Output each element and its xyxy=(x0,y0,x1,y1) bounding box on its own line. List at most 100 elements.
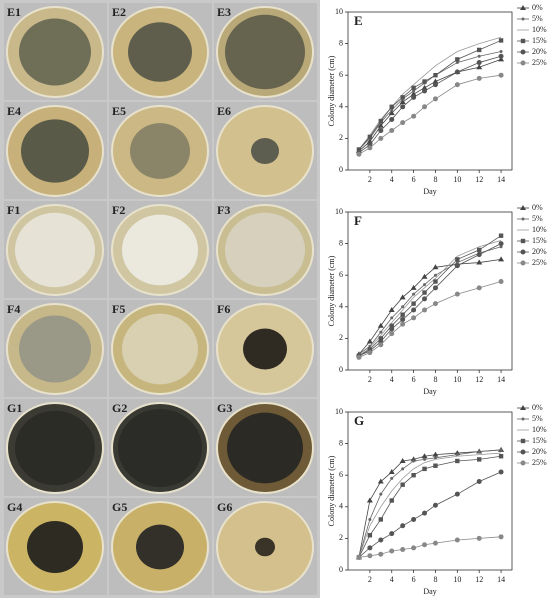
data-point xyxy=(432,96,438,102)
colony xyxy=(243,328,287,370)
legend-label: 0% xyxy=(532,3,543,12)
data-point xyxy=(356,354,362,360)
data-point xyxy=(399,294,406,300)
y-tick-label: 6 xyxy=(339,470,343,479)
legend-label: 0% xyxy=(532,403,543,412)
data-point xyxy=(412,292,416,296)
data-point xyxy=(433,463,438,468)
photo-label: E4 xyxy=(7,104,21,118)
data-point xyxy=(399,99,406,105)
data-point xyxy=(421,453,428,459)
legend-marker xyxy=(521,217,525,221)
data-point xyxy=(400,482,405,487)
y-tick-label: 8 xyxy=(339,238,343,247)
data-point xyxy=(400,316,406,322)
data-point xyxy=(400,95,405,100)
data-point xyxy=(432,78,439,84)
data-point xyxy=(378,135,384,141)
y-axis-label: Colony diameter (cm) xyxy=(327,255,336,326)
data-point xyxy=(422,88,428,94)
data-point xyxy=(454,69,460,75)
x-tick-label: 14 xyxy=(497,175,505,184)
data-point xyxy=(377,122,384,128)
data-point xyxy=(367,134,373,140)
data-point xyxy=(421,273,428,279)
colony xyxy=(27,520,83,574)
photo-label: F2 xyxy=(112,203,125,217)
data-point xyxy=(476,479,482,485)
photo-label: E2 xyxy=(112,5,126,19)
legend-marker xyxy=(520,438,526,444)
data-point xyxy=(400,104,406,110)
legend-marker xyxy=(520,449,526,455)
data-point xyxy=(400,321,406,327)
y-axis-label: Colony diameter (cm) xyxy=(327,455,336,526)
data-point xyxy=(389,104,394,109)
legend-marker xyxy=(520,405,526,410)
data-point xyxy=(454,291,460,297)
legend-label: 5% xyxy=(532,14,543,23)
x-tick-label: 12 xyxy=(475,375,483,384)
data-point xyxy=(433,279,438,284)
x-tick-label: 10 xyxy=(453,175,461,184)
data-point xyxy=(389,498,394,503)
data-point xyxy=(412,89,416,93)
data-point xyxy=(400,546,406,552)
data-point xyxy=(411,301,416,306)
y-tick-label: 2 xyxy=(339,133,343,142)
legend-marker xyxy=(520,38,526,44)
x-tick-label: 2 xyxy=(368,575,372,584)
photo-label: G6 xyxy=(217,500,232,514)
data-point xyxy=(476,60,482,66)
colony xyxy=(255,537,275,557)
y-tick-label: 2 xyxy=(339,533,343,542)
y-tick-label: 0 xyxy=(339,165,343,174)
legend-marker xyxy=(521,17,525,21)
data-point xyxy=(476,285,482,291)
photo-label: F3 xyxy=(217,203,230,217)
legend-label: 0% xyxy=(532,203,543,212)
legend-marker xyxy=(520,49,526,55)
data-point xyxy=(389,323,394,328)
data-point xyxy=(411,516,417,522)
data-point xyxy=(367,533,373,538)
series-line xyxy=(358,452,502,558)
x-tick-label: 2 xyxy=(368,175,372,184)
data-point xyxy=(388,306,395,312)
data-point xyxy=(432,264,439,270)
photo-label: G4 xyxy=(7,500,22,514)
data-point xyxy=(432,285,438,291)
colony xyxy=(19,315,91,383)
y-tick-label: 0 xyxy=(339,565,343,574)
data-point xyxy=(400,120,406,126)
x-tick-label: 8 xyxy=(433,175,437,184)
data-point xyxy=(421,84,428,90)
data-point xyxy=(356,147,362,152)
data-point xyxy=(476,75,482,81)
chart-title: F xyxy=(354,213,362,228)
data-point xyxy=(389,531,395,537)
data-point xyxy=(378,517,383,522)
x-axis-label: Day xyxy=(423,587,436,596)
photo-label: E5 xyxy=(112,104,126,118)
legend-label: 5% xyxy=(532,214,543,223)
data-point xyxy=(498,534,504,540)
x-axis-label: Day xyxy=(423,187,436,196)
data-point xyxy=(499,448,503,452)
photo-label: G3 xyxy=(217,401,232,415)
colony xyxy=(227,412,303,484)
colony xyxy=(128,22,192,82)
data-point xyxy=(422,510,428,516)
colony xyxy=(122,214,198,286)
data-point xyxy=(476,252,482,258)
x-tick-label: 12 xyxy=(475,175,483,184)
colony xyxy=(122,313,198,385)
data-point xyxy=(477,247,482,253)
data-point xyxy=(377,322,384,328)
x-tick-label: 12 xyxy=(475,575,483,584)
data-point xyxy=(498,454,504,459)
legend-label: 10% xyxy=(532,25,547,34)
data-point xyxy=(378,342,384,348)
x-tick-label: 4 xyxy=(390,375,394,384)
colony xyxy=(251,137,279,165)
